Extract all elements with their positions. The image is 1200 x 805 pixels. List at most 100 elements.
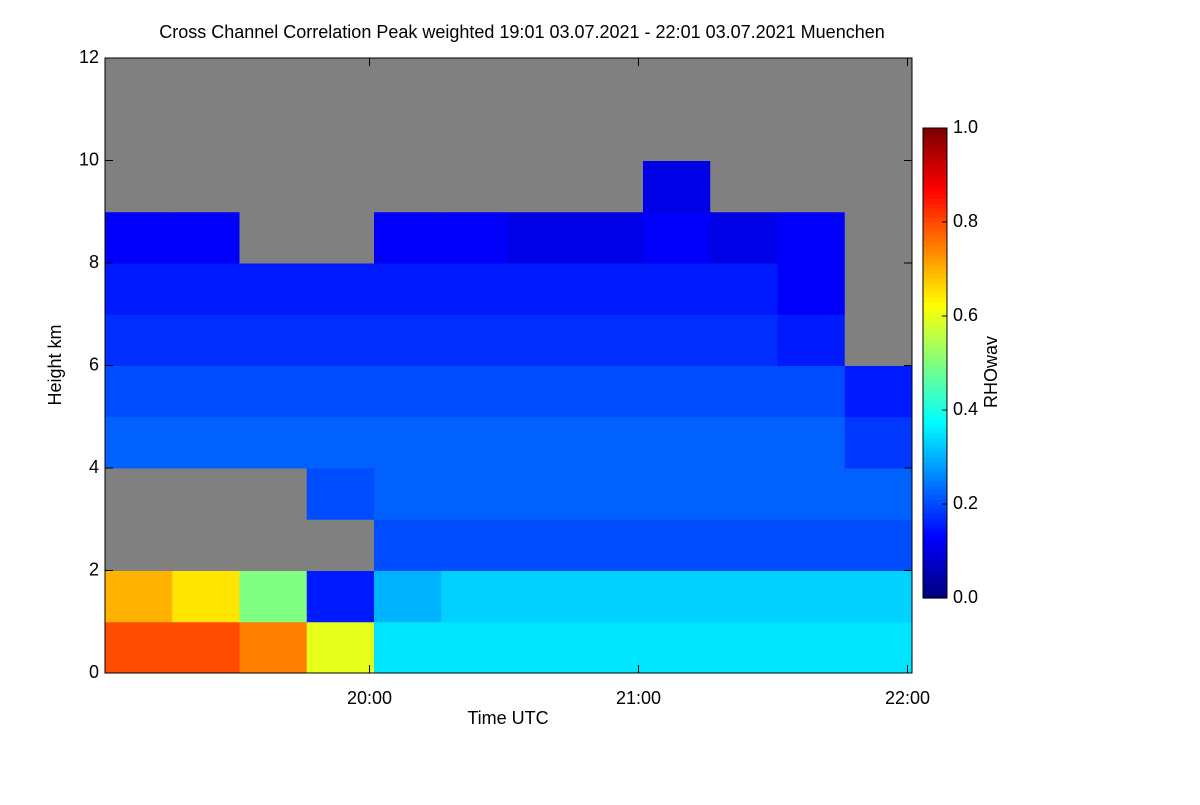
- heat-cell: [441, 211, 509, 264]
- heat-cell: [172, 58, 240, 110]
- heat-cell: [105, 570, 173, 623]
- colorbar-swatch: [923, 207, 947, 214]
- heat-cell: [643, 109, 711, 161]
- heat-cell: [777, 58, 846, 110]
- colorbar-swatch: [923, 250, 947, 256]
- heat-cell: [508, 621, 577, 674]
- heat-cell: [172, 416, 240, 469]
- heat-cell: [710, 160, 778, 213]
- colorbar-swatch: [923, 588, 947, 594]
- colorbar-swatch: [923, 297, 947, 303]
- colorbar-swatch: [923, 527, 947, 533]
- colorbar-swatch: [923, 245, 947, 251]
- colorbar-swatch: [923, 311, 947, 317]
- colorbar-swatch: [923, 433, 947, 439]
- heat-cell: [374, 519, 442, 571]
- colorbar-swatch: [923, 358, 947, 364]
- y-tick-label: 12: [79, 47, 99, 67]
- heat-cell: [172, 570, 240, 623]
- colorbar-swatch: [923, 334, 947, 341]
- heat-cell: [239, 263, 308, 315]
- heat-cell: [239, 519, 308, 571]
- heat-cell: [508, 211, 577, 264]
- colorbar-swatch: [923, 504, 947, 510]
- heat-cell: [239, 58, 308, 110]
- colorbar-swatch: [923, 217, 947, 223]
- y-tick-label: 4: [89, 457, 99, 477]
- heat-cell: [710, 314, 778, 366]
- x-tick-label: 21:00: [616, 688, 661, 708]
- heat-cell: [306, 519, 375, 571]
- heat-cell: [710, 416, 778, 469]
- heat-cell: [172, 621, 240, 674]
- heat-cell: [441, 160, 509, 213]
- heat-cell: [239, 314, 308, 366]
- heat-cell: [844, 58, 913, 110]
- heat-cell: [777, 160, 846, 213]
- heat-cell: [844, 211, 913, 264]
- y-tick-label: 2: [89, 559, 99, 579]
- colorbar-swatch: [923, 170, 947, 176]
- heat-cell: [508, 314, 577, 366]
- heat-cell: [105, 416, 173, 469]
- colorbar-swatch: [923, 414, 947, 420]
- colorbar-tick-label: 0.2: [953, 493, 978, 513]
- heat-cell: [508, 570, 577, 623]
- heat-cell: [777, 263, 846, 315]
- colorbar-swatch: [923, 466, 947, 472]
- colorbar-swatch: [923, 151, 947, 157]
- y-tick-label: 0: [89, 662, 99, 682]
- colorbar-swatch: [923, 579, 947, 585]
- heat-cell: [844, 365, 913, 418]
- heat-cell: [105, 109, 173, 161]
- heat-cell: [441, 416, 509, 469]
- heat-cell: [777, 468, 846, 520]
- heat-cell: [306, 365, 375, 418]
- heat-cell: [374, 109, 442, 161]
- colorbar-swatch: [923, 377, 947, 383]
- heat-cell: [508, 263, 577, 315]
- colorbar-swatch: [923, 428, 947, 435]
- colorbar-swatch: [923, 184, 947, 190]
- colorbar-swatch: [923, 555, 947, 561]
- heat-cell: [508, 160, 577, 213]
- heat-cell: [239, 570, 308, 623]
- colorbar-swatch: [923, 569, 947, 576]
- colorbar-swatch: [923, 254, 947, 261]
- colorbar-swatch: [923, 551, 947, 557]
- heat-cell: [441, 365, 509, 418]
- colorbar-swatch: [923, 499, 947, 505]
- colorbar-swatch: [923, 395, 947, 402]
- heat-cell: [441, 263, 509, 315]
- heat-cell: [508, 109, 577, 161]
- heat-cell: [239, 160, 308, 213]
- heat-cell: [643, 263, 711, 315]
- heat-cell: [777, 211, 846, 264]
- colorbar-swatch: [923, 264, 947, 270]
- heat-cell: [306, 109, 375, 161]
- colorbar-swatch: [923, 165, 947, 171]
- colorbar-swatch: [923, 372, 947, 378]
- colorbar-tick-label: 0.4: [953, 399, 978, 419]
- colorbar-swatch: [923, 222, 947, 228]
- heat-cell: [508, 58, 577, 110]
- heat-cell: [441, 58, 509, 110]
- heat-cell: [172, 109, 240, 161]
- colorbar-swatch: [923, 419, 947, 425]
- heat-cell: [105, 468, 173, 520]
- heat-cell: [105, 263, 173, 315]
- colorbar-swatch: [923, 132, 947, 138]
- colorbar-swatch: [923, 301, 947, 308]
- heat-cell: [710, 58, 778, 110]
- heat-cell: [777, 314, 846, 366]
- heat-cell: [105, 621, 173, 674]
- heat-cell: [575, 211, 644, 264]
- heat-cell: [172, 314, 240, 366]
- heat-cell: [575, 519, 644, 571]
- heat-cell: [844, 314, 913, 366]
- colorbar-swatch: [923, 283, 947, 289]
- colorbar-swatch: [923, 203, 947, 209]
- colorbar-swatch: [923, 344, 947, 350]
- heat-cell: [710, 263, 778, 315]
